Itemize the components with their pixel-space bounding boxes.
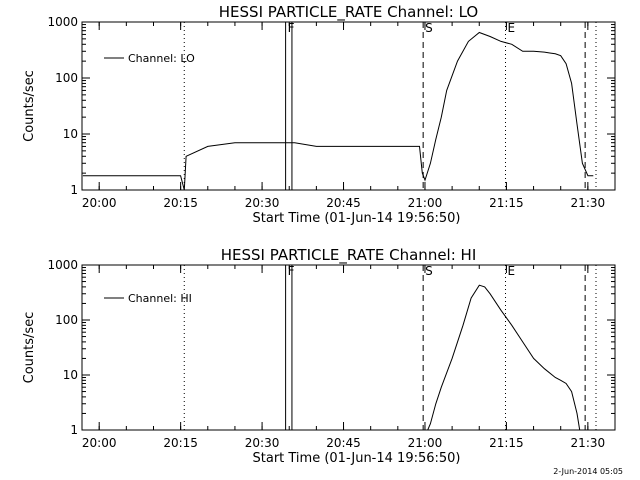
- plot-date-stamp: 2-Jun-2014 05:05: [553, 467, 623, 476]
- x-axis-label: Start Time (01-Jun-14 19:56:50): [253, 211, 461, 226]
- time-marker-label: F: [288, 264, 295, 278]
- y-axis-label: Counts/sec: [22, 312, 37, 384]
- x-tick-label: 20:00: [82, 436, 117, 450]
- x-tick-label: 21:15: [489, 436, 524, 450]
- y-axis-label: Counts/sec: [22, 70, 37, 142]
- time-marker-label: E: [508, 21, 516, 35]
- data-series-line: [427, 284, 581, 431]
- y-tick-label: 1000: [47, 15, 78, 29]
- time-marker-label: S: [425, 21, 433, 35]
- x-axis-label: Start Time (01-Jun-14 19:56:50): [253, 451, 461, 466]
- plot-frame: [81, 21, 616, 191]
- legend-entry: Channel: LO: [128, 52, 195, 65]
- time-marker-label: E: [508, 264, 516, 278]
- y-tick-label: 1: [70, 423, 78, 437]
- y-tick-label: 10: [63, 127, 78, 141]
- x-tick-label: 20:30: [245, 196, 280, 210]
- x-tick-label: 21:00: [408, 196, 443, 210]
- x-tick-label: 21:30: [571, 196, 606, 210]
- x-tick-label: 21:00: [408, 436, 443, 450]
- legend-entry: Channel: HI: [128, 292, 192, 305]
- x-tick-label: 20:15: [163, 436, 198, 450]
- chart-panel-2: HESSI PARTICLE_RATE Channel: HI 1 10 100 100…: [22, 246, 616, 466]
- y-tick-label: 1000: [47, 258, 78, 272]
- time-marker-label: S: [425, 264, 433, 278]
- chart-title: HESSI PARTICLE_RATE Channel: HI: [221, 246, 477, 265]
- data-series-line: [82, 31, 594, 191]
- chart-panel-1: HESSI PARTICLE_RATE Channel: LO 1 10 100 100…: [22, 3, 616, 226]
- chart-title: HESSI PARTICLE_RATE Channel: LO: [219, 3, 478, 22]
- x-tick-label: 20:45: [326, 436, 361, 450]
- time-marker-label: F: [288, 21, 295, 35]
- x-tick-label: 21:15: [489, 196, 524, 210]
- y-tick-label: 1: [70, 183, 78, 197]
- x-tick-label: 20:30: [245, 436, 280, 450]
- x-tick-label: 20:45: [326, 196, 361, 210]
- y-tick-label: 100: [55, 313, 78, 327]
- y-tick-label: 10: [63, 368, 78, 382]
- x-tick-label: 20:00: [82, 196, 117, 210]
- plot-frame: [81, 264, 616, 431]
- x-tick-label: 20:15: [163, 196, 198, 210]
- y-tick-label: 100: [55, 71, 78, 85]
- x-tick-label: 21:30: [571, 436, 606, 450]
